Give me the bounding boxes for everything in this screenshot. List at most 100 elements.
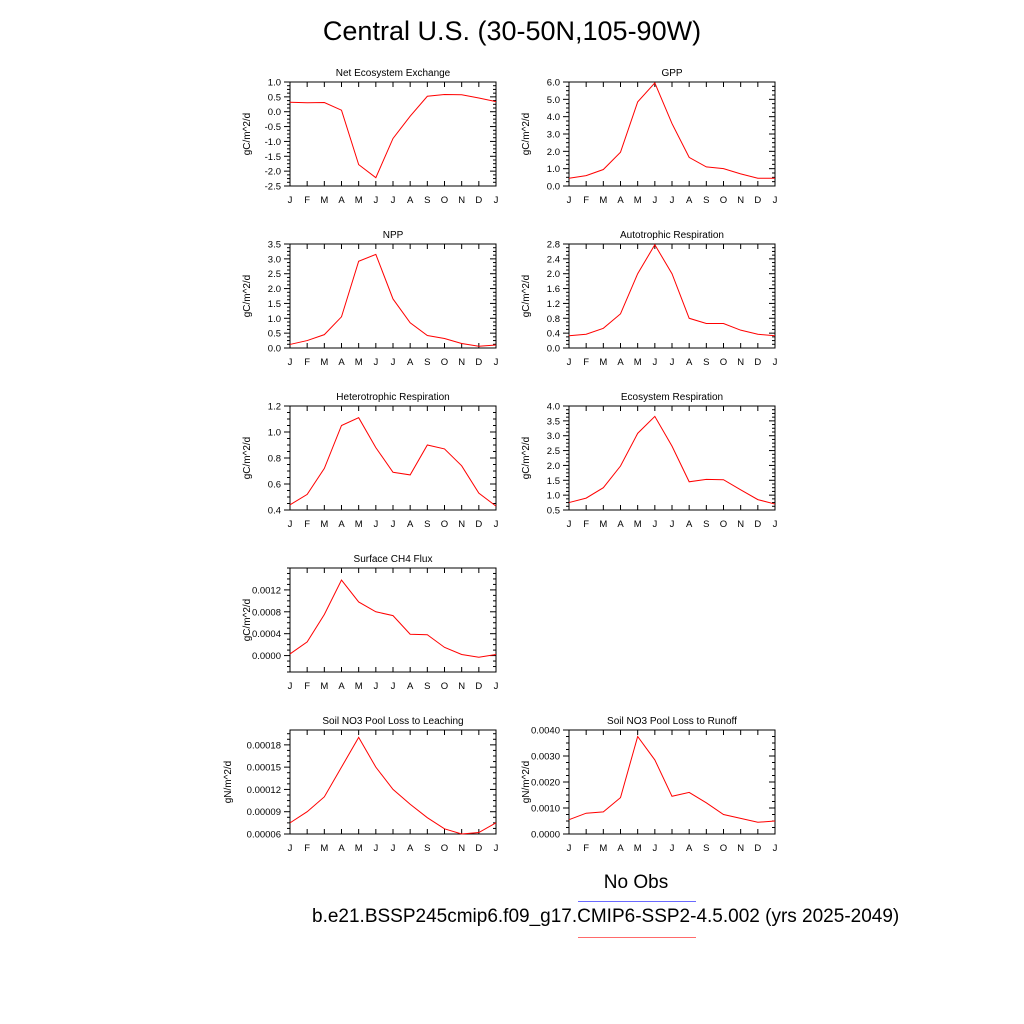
plot-frame <box>568 243 776 349</box>
x-tick-label: F <box>304 357 310 368</box>
series-line <box>568 81 775 179</box>
x-tick-label: J <box>652 843 657 854</box>
x-tick-label: J <box>652 195 657 206</box>
x-tick-label: M <box>634 357 642 368</box>
x-tick-label: F <box>583 195 589 206</box>
y-tick-label: 1.5 <box>268 299 281 310</box>
plot-frame <box>289 405 497 511</box>
legend-obs-line <box>578 901 696 902</box>
x-tick-label: O <box>441 357 448 368</box>
x-tick-label: N <box>458 519 465 530</box>
series-line <box>568 243 776 337</box>
x-tick-label: M <box>355 843 363 854</box>
y-tick-label: 1.0 <box>547 491 560 502</box>
x-tick-label: J <box>773 357 778 368</box>
series-line <box>568 415 776 505</box>
x-tick-label: A <box>407 681 414 692</box>
y-tick-label: 0.0030 <box>531 752 560 763</box>
y-tick-label: 0.0 <box>268 107 281 118</box>
x-tick-label: M <box>355 681 363 692</box>
x-tick-label: N <box>737 357 744 368</box>
y-tick-label: 0.00018 <box>247 740 281 751</box>
y-tick-label: -1.0 <box>265 137 281 148</box>
y-tick-label: 0.0000 <box>531 830 560 841</box>
x-tick-label: O <box>720 519 727 530</box>
y-tick-label: 1.5 <box>547 476 560 487</box>
y-tick-label: 0.0020 <box>531 778 560 789</box>
x-tick-label: S <box>424 519 430 530</box>
x-tick-label: O <box>441 195 448 206</box>
y-tick-label: 0.0008 <box>252 607 281 618</box>
x-tick-label: M <box>320 357 328 368</box>
y-tick-label: 0.5 <box>268 329 281 340</box>
y-tick-label: 0.00009 <box>247 807 281 818</box>
y-tick-label: 3.5 <box>268 240 281 251</box>
y-tick-label: 1.0 <box>268 78 281 89</box>
legend-model-label: b.e21.BSSP245cmip6.f09_g17.CMIP6-SSP2-4.… <box>312 906 900 927</box>
x-tick-label: O <box>720 843 727 854</box>
y-axis-label: gC/m^2/d <box>242 437 253 480</box>
x-tick-label: J <box>773 519 778 530</box>
x-tick-label: O <box>441 519 448 530</box>
y-tick-label: 0.5 <box>547 506 560 517</box>
y-tick-label: 4.0 <box>547 402 560 413</box>
x-tick-label: J <box>391 681 396 692</box>
plot-frame <box>289 729 497 835</box>
y-tick-label: 5.0 <box>547 95 560 106</box>
x-tick-label: A <box>338 843 345 854</box>
y-tick-label: 1.0 <box>547 164 560 175</box>
chart-title: Autotrophic Respiration <box>620 230 724 241</box>
page-title: Central U.S. (30-50N,105-90W) <box>322 16 702 46</box>
y-tick-label: 1.6 <box>547 284 560 295</box>
x-tick-label: A <box>338 681 345 692</box>
x-tick-label: F <box>304 843 310 854</box>
x-tick-label: F <box>304 519 310 530</box>
y-tick-label: 3.0 <box>268 254 281 265</box>
y-tick-label: 0.4 <box>268 506 281 517</box>
x-tick-label: O <box>720 195 727 206</box>
y-tick-label: 0.0012 <box>252 585 281 596</box>
x-tick-label: N <box>737 843 744 854</box>
x-tick-label: M <box>355 195 363 206</box>
x-tick-label: A <box>686 195 693 206</box>
x-tick-label: D <box>754 357 761 368</box>
x-tick-label: A <box>617 843 624 854</box>
x-tick-label: F <box>583 357 589 368</box>
y-tick-label: 3.5 <box>547 416 560 427</box>
chart-title: Soil NO3 Pool Loss to Runoff <box>607 716 737 727</box>
x-tick-label: M <box>355 519 363 530</box>
y-tick-label: 1.2 <box>547 299 560 310</box>
x-tick-label: M <box>599 195 607 206</box>
y-tick-label: -0.5 <box>265 122 281 133</box>
x-tick-label: M <box>634 843 642 854</box>
plot-frame <box>289 243 497 349</box>
y-axis-label: gC/m^2/d <box>242 113 253 156</box>
x-tick-label: M <box>599 843 607 854</box>
y-tick-label: 0.00015 <box>247 763 281 774</box>
x-tick-label: J <box>670 195 675 206</box>
x-tick-label: S <box>703 843 709 854</box>
chart-title: Net Ecosystem Exchange <box>336 68 451 79</box>
y-tick-label: 4.0 <box>547 112 560 123</box>
x-tick-label: N <box>458 681 465 692</box>
x-tick-label: A <box>338 195 345 206</box>
series-line <box>289 253 497 347</box>
y-tick-label: 0.0 <box>547 344 560 355</box>
y-tick-label: 0.0 <box>547 182 560 193</box>
y-tick-label: 0.5 <box>268 92 281 103</box>
x-tick-label: N <box>458 357 465 368</box>
x-tick-label: S <box>424 357 430 368</box>
y-tick-label: 0.0040 <box>531 726 560 737</box>
x-tick-label: M <box>599 519 607 530</box>
x-tick-label: D <box>754 195 761 206</box>
x-tick-label: M <box>355 357 363 368</box>
